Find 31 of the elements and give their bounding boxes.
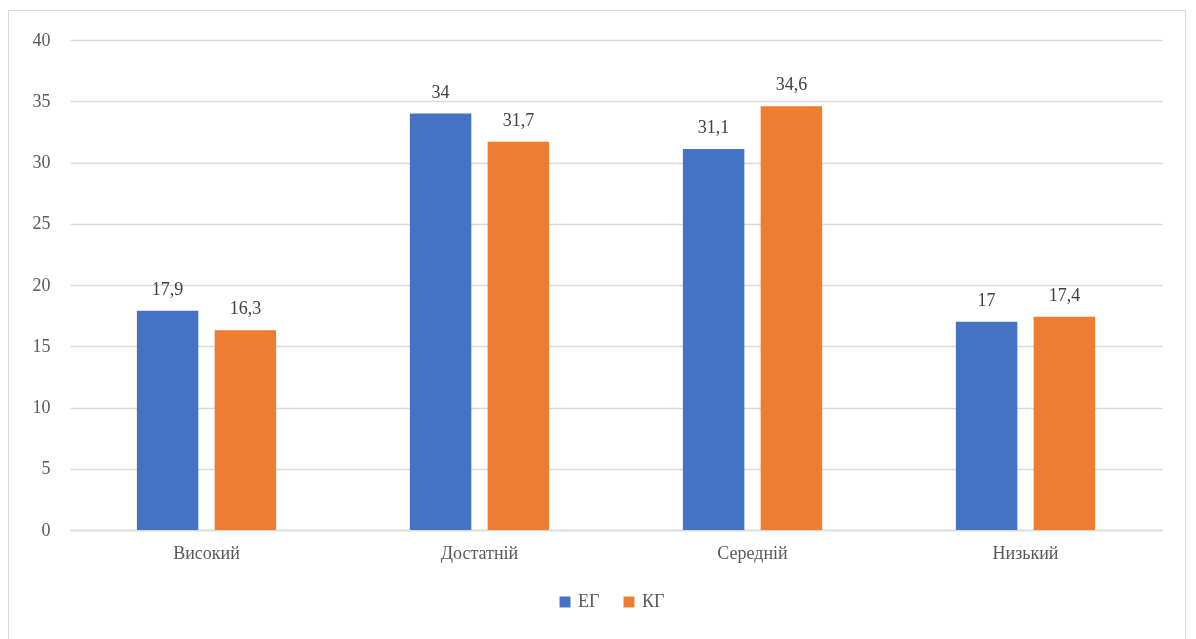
data-label: 17,9 xyxy=(151,278,184,299)
legend-label: КГ xyxy=(642,591,665,611)
data-label: 17 xyxy=(977,289,996,310)
y-tick-label: 25 xyxy=(32,213,51,234)
data-label: 17,4 xyxy=(1048,284,1081,305)
x-tick-label: Середній xyxy=(717,542,789,563)
y-tick-label: 35 xyxy=(32,90,51,111)
y-tick-label: 30 xyxy=(32,152,51,172)
x-tick-label: Низький xyxy=(992,542,1059,563)
bar xyxy=(409,113,472,530)
y-tick-label: 10 xyxy=(32,397,51,417)
data-label: 31,7 xyxy=(502,109,535,130)
y-tick-label: 20 xyxy=(32,274,51,295)
bar xyxy=(955,321,1018,530)
x-tick-label: Високий xyxy=(173,542,241,563)
y-tick-label: 0 xyxy=(41,519,51,540)
legend-label: ЕГ xyxy=(578,591,600,611)
y-tick-label: 5 xyxy=(41,458,51,479)
data-label: 31,1 xyxy=(697,117,730,138)
bar xyxy=(214,330,277,530)
bar xyxy=(136,310,199,530)
y-tick-label: 15 xyxy=(32,335,51,356)
data-label: 16,3 xyxy=(229,298,262,319)
bar xyxy=(1033,316,1096,530)
data-label: 34 xyxy=(431,81,450,102)
data-label: 34,6 xyxy=(775,74,808,95)
bar xyxy=(760,106,823,530)
x-tick-label: Достатній xyxy=(440,542,519,563)
y-tick-label: 40 xyxy=(32,29,51,50)
bar xyxy=(682,149,745,530)
bar xyxy=(487,141,550,530)
